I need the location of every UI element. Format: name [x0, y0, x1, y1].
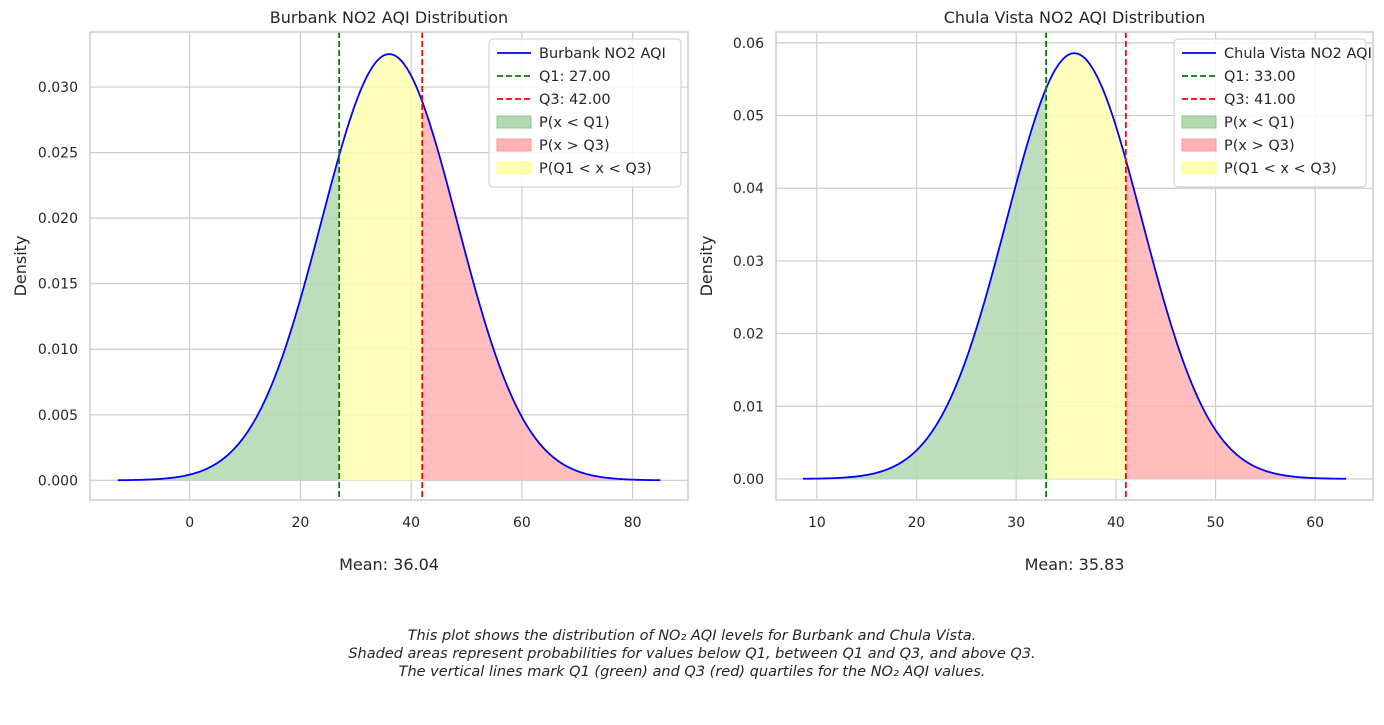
- y-tick-label: 0.015: [38, 277, 78, 293]
- legend-item: P(x < Q1): [496, 115, 610, 131]
- x-tick-label: 50: [1207, 515, 1225, 531]
- y-tick-label: 0.000: [38, 473, 78, 489]
- legend-label: Q3: 42.00: [539, 92, 611, 108]
- legend-label: Q1: 27.00: [539, 69, 611, 85]
- area-below-q1: [117, 155, 340, 481]
- y-tick-label: 0.00: [733, 472, 764, 488]
- y-tick-label: 0.06: [733, 36, 764, 52]
- area-between-q1-q3: [1046, 53, 1126, 479]
- x-tick-label: 60: [513, 515, 531, 531]
- density-curve: [117, 53, 661, 482]
- x-tick-label: 60: [1306, 515, 1324, 531]
- chart-panel-1: 0 20 40 60 80 0.000 0.005 0.010 0.015 0.020 0.025 0…: [11, 8, 689, 574]
- x-tick-label: 30: [1007, 515, 1025, 531]
- y-tick-label: 0.05: [733, 109, 764, 125]
- y-tick-label: 0.020: [38, 211, 78, 227]
- y-axis-label: Density: [11, 236, 30, 297]
- density-curve: [802, 52, 1347, 480]
- legend-swatch: [496, 161, 532, 175]
- caption-line-3: The vertical lines mark Q1 (green) and Q…: [398, 664, 986, 680]
- y-tick-label: 0.04: [733, 181, 764, 197]
- y-tick-label: 0.025: [38, 146, 78, 162]
- legend-label: Q1: 33.00: [1224, 69, 1296, 85]
- x-tick-label: 20: [908, 515, 926, 531]
- y-tick-label: 0.03: [733, 254, 764, 270]
- legend-label: P(x > Q3): [539, 138, 610, 154]
- legend-item: P(x < Q1): [1181, 115, 1295, 131]
- area-above-q3: [1125, 159, 1347, 479]
- legend-label: Q3: 41.00: [1224, 92, 1296, 108]
- legend-label: P(Q1 < x < Q3): [539, 161, 652, 177]
- caption-line-1: This plot shows the distribution of NO₂ …: [407, 628, 977, 644]
- legend-swatch: [496, 115, 532, 129]
- legend-swatch: [1181, 138, 1217, 152]
- legend-label: P(x < Q1): [539, 115, 610, 131]
- y-tick-label: 0.01: [733, 399, 764, 415]
- x-tick-label: 40: [1107, 515, 1125, 531]
- y-tick-label: 0.02: [733, 327, 764, 343]
- x-tick-label: 20: [291, 515, 309, 531]
- x-tick-label: 10: [808, 515, 826, 531]
- legend-label: Burbank NO2 AQI: [539, 46, 666, 62]
- legend: Chula Vista NO2 AQI Q1: 33.00 Q3: 41.00 P(x…: [1173, 38, 1372, 188]
- x-tick-label: 80: [624, 515, 642, 531]
- y-tick-label: 0.010: [38, 342, 78, 358]
- legend-item: P(x > Q3): [1181, 138, 1295, 154]
- legend-label: P(x < Q1): [1224, 115, 1295, 131]
- y-tick-label: 0.005: [38, 408, 78, 424]
- legend-label: Chula Vista NO2 AQI: [1224, 46, 1372, 62]
- chart-title: Chula Vista NO2 AQI Distribution: [944, 8, 1206, 27]
- legend-item: Chula Vista NO2 AQI: [1182, 46, 1372, 62]
- legend-item: Q1: 27.00: [497, 69, 611, 85]
- legend-swatch: [496, 138, 532, 152]
- chart-title: Burbank NO2 AQI Distribution: [270, 8, 508, 27]
- legend-item: P(Q1 < x < Q3): [1181, 161, 1337, 177]
- axes-frame: [775, 31, 1374, 501]
- legend-item: Q3: 42.00: [497, 92, 611, 108]
- y-axis-label: Density: [697, 236, 716, 297]
- legend-swatch: [1181, 115, 1217, 129]
- x-tick-label: 0: [185, 515, 194, 531]
- x-tick-label: 40: [402, 515, 420, 531]
- axes-frame: [89, 31, 689, 501]
- legend-item: P(x > Q3): [496, 138, 610, 154]
- legend-item: Q1: 33.00: [1182, 69, 1296, 85]
- legend-box: [1173, 38, 1367, 188]
- area-between-q1-q3: [339, 54, 423, 481]
- area-above-q3: [422, 101, 661, 481]
- legend-box: [488, 38, 682, 188]
- legend-label: P(x > Q3): [1224, 138, 1295, 154]
- y-tick-label: 0.030: [38, 80, 78, 96]
- legend-item: P(Q1 < x < Q3): [496, 161, 652, 177]
- legend: Burbank NO2 AQI Q1: 27.00 Q3: 42.00 P(x < Q…: [488, 38, 682, 188]
- legend-item: Burbank NO2 AQI: [497, 46, 666, 62]
- legend-swatch: [1181, 161, 1217, 175]
- legend-item: Q3: 41.00: [1182, 92, 1296, 108]
- area-below-q1: [802, 88, 1047, 479]
- caption-line-2: Shaded areas represent probabilities for…: [348, 646, 1036, 662]
- legend-label: P(Q1 < x < Q3): [1224, 161, 1337, 177]
- mean-label: Mean: 35.83: [1025, 555, 1125, 574]
- chart-panel-2: 10 20 30 40 50 60 0.00 0.01 0.02 0.03 0.04 0.05 0.06…: [697, 8, 1374, 574]
- mean-label: Mean: 36.04: [339, 555, 439, 574]
- figure-caption: This plot shows the distribution of NO₂ …: [0, 627, 1384, 681]
